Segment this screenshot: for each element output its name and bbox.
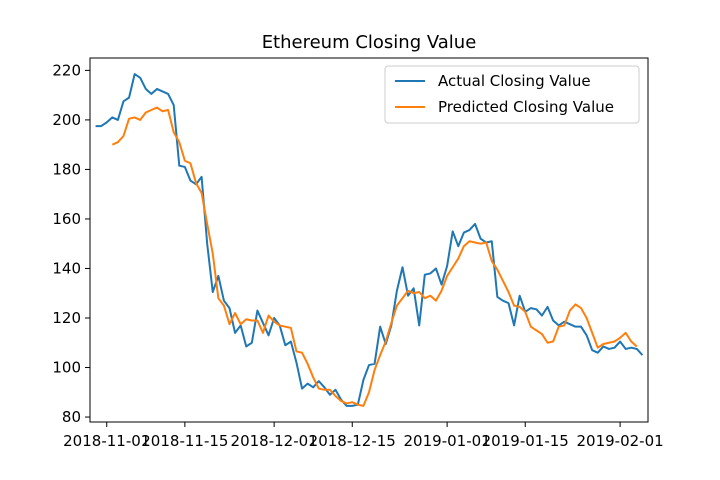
y-tick-label: 160 (52, 210, 81, 228)
x-tick-label: 2019-01-01 (404, 432, 491, 450)
legend: Actual Closing Value Predicted Closing V… (384, 65, 640, 124)
legend-label-predicted: Predicted Closing Value (438, 98, 614, 116)
x-tick-label: 2019-02-01 (577, 432, 664, 450)
x-tick-label: 2018-12-01 (231, 432, 318, 450)
chart-title: Ethereum Closing Value (262, 32, 477, 53)
y-tick-label: 180 (52, 160, 81, 178)
y-tick-label: 120 (52, 309, 81, 327)
y-tick-label: 100 (52, 359, 81, 377)
x-tick-label: 2018-11-15 (141, 432, 228, 450)
x-tick-label: 2019-01-15 (482, 432, 569, 450)
legend-box (384, 65, 640, 124)
legend-label-actual: Actual Closing Value (438, 72, 591, 90)
y-tick-label: 220 (52, 61, 81, 79)
plot-area-frame (89, 57, 649, 423)
series-layer (95, 73, 644, 407)
series-line-predicted (111, 106, 638, 407)
series-line-actual (95, 73, 644, 407)
y-tick-label: 140 (52, 259, 81, 277)
x-tick-label: 2018-12-15 (309, 432, 396, 450)
y-tick-label: 80 (62, 408, 81, 426)
y-axis: 80 100 120 140 160 180 200 220 (52, 61, 90, 426)
x-tick-label: 2018-11-01 (63, 432, 150, 450)
y-tick-label: 200 (52, 111, 81, 129)
